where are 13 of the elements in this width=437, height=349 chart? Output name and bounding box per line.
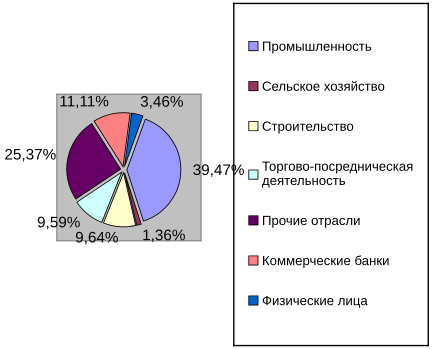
legend-label: Торгово-посредническая деятельность: [262, 162, 412, 188]
data-label: 11,11%: [60, 96, 108, 108]
data-label: 3,46%: [140, 96, 183, 109]
legend-label: Строительство: [262, 122, 354, 134]
legend-label: Сельское хозяйство: [262, 80, 384, 91]
legend-label: Коммерческие банки: [263, 255, 389, 268]
legend-label: Промышленность: [263, 42, 372, 54]
data-label: 9,64%: [76, 232, 118, 244]
data-label: 9,59%: [38, 216, 80, 230]
data-label: 25,37%: [5, 148, 56, 162]
legend-label: Физические лица: [262, 296, 368, 308]
legend-label: Прочие отрасли: [263, 216, 360, 228]
data-label: 1,36%: [143, 230, 185, 242]
